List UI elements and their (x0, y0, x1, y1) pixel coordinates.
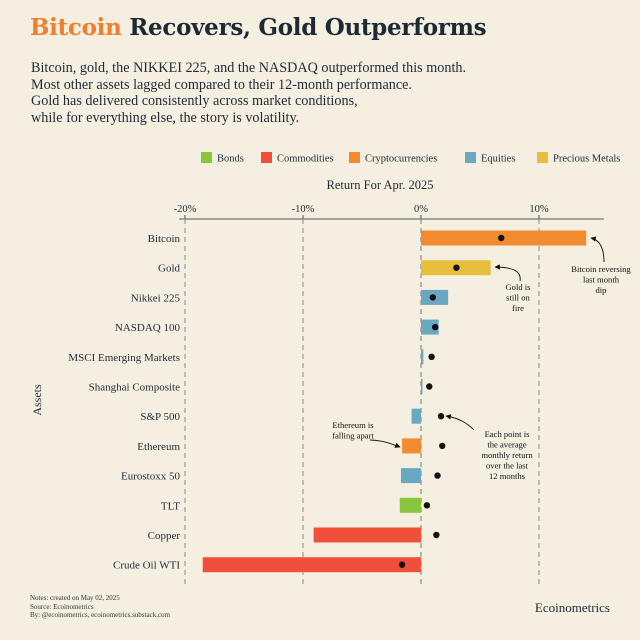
title-accent: Bitcoin (30, 14, 122, 41)
subtitle-line: Gold has delivered consistently across m… (31, 93, 358, 109)
annotation-text: Gold is (505, 282, 531, 292)
avg-dot (428, 353, 435, 360)
annotation-arrow (369, 439, 401, 448)
annotation-text: still on (506, 293, 530, 303)
annotation-text: over the last (486, 461, 529, 471)
annotation-text: Bitcoin reversing (571, 264, 631, 274)
category-label: Crude Oil WTI (113, 560, 180, 572)
avg-dot (429, 294, 436, 301)
legend-swatch (465, 152, 476, 163)
legend-swatch (537, 152, 548, 163)
bar (421, 319, 439, 335)
x-tick-label: -20% (174, 204, 197, 215)
x-tick-label: -10% (292, 204, 315, 215)
category-label: Copper (148, 530, 181, 542)
annotation-text: Ethereum is (332, 420, 374, 430)
x-tick-label: 0% (414, 204, 428, 215)
legend-swatch (201, 152, 212, 163)
annotation-text: 12 months (489, 471, 526, 481)
notes-line: By: @ecoinometrics, ecoinometrics.substa… (30, 611, 170, 620)
category-label: Nikkei 225 (131, 292, 181, 304)
category-label: NASDAQ 100 (115, 322, 181, 334)
avg-dot (437, 413, 445, 420)
category-label: Eurostoxx 50 (121, 471, 180, 483)
subtitle-line: Bitcoin, gold, the NIKKEI 225, and the N… (31, 60, 467, 76)
avg-dot (433, 531, 440, 539)
bar (313, 527, 421, 543)
chart-title: Return For Apr. 2025 (327, 178, 434, 192)
avg-dot (431, 323, 439, 331)
avg-dot (498, 234, 505, 242)
category-label: Shanghai Composite (89, 382, 180, 394)
bar (400, 468, 421, 484)
annotation-text: last month (583, 275, 620, 285)
annotation-text: dip (596, 285, 607, 295)
bar (421, 349, 424, 365)
category-label: TLT (161, 500, 180, 512)
page-title: Bitcoin Recovers, Gold Outperforms (30, 14, 487, 41)
category-label: Gold (158, 263, 181, 275)
category-label: Ethereum (137, 441, 180, 453)
annotation-text: Each point is (485, 429, 531, 439)
notes: Notes: created on May 02, 2025 Source: E… (30, 594, 170, 620)
category-label: MSCI Emerging Markets (68, 352, 180, 364)
subtitle-line: while for everything else, the story is … (31, 109, 300, 126)
annotation-text: fire (512, 303, 524, 313)
legend-label: Bonds (217, 154, 244, 165)
annotation-text: monthly return (481, 450, 533, 460)
bar (421, 379, 423, 394)
category-label: Bitcoin (148, 233, 181, 245)
bar (411, 408, 421, 424)
notes-line: Notes: created on May 02, 2025 (30, 594, 120, 602)
avg-dot (453, 264, 460, 271)
subtitle-line: Most other assets lagged compared to the… (31, 76, 412, 93)
brand-label: Ecoinometrics (534, 600, 610, 615)
x-tick-label: 10% (529, 204, 549, 215)
legend-swatch (261, 152, 272, 163)
legend-swatch (349, 152, 360, 163)
annotation-arrow (445, 414, 475, 431)
avg-dot (398, 561, 406, 568)
annotation-arrow (590, 236, 605, 263)
category-label: S&P 500 (140, 411, 180, 423)
annotation-text: falling apart (332, 431, 374, 441)
avg-dot (423, 502, 431, 509)
legend-label: Precious Metals (553, 154, 620, 165)
avg-dot (434, 472, 441, 479)
bar (202, 557, 421, 573)
title-rest: Recovers, Gold Outperforms (121, 14, 487, 41)
bar (402, 438, 421, 454)
legend-label: Cryptocurrencies (365, 154, 437, 165)
legend-label: Commodities (277, 154, 334, 165)
avg-dot (426, 383, 433, 390)
subtitle: Bitcoin, gold, the NIKKEI 225, and the N… (31, 60, 611, 126)
legend-label: Equities (481, 154, 515, 165)
y-axis-label: Assets (30, 384, 44, 416)
annotation-text: the average (487, 440, 527, 450)
bar (399, 497, 421, 513)
notes-line: Source: Ecoinometrics (30, 602, 94, 611)
annotation-arrow (494, 264, 521, 282)
avg-dot (439, 442, 446, 450)
